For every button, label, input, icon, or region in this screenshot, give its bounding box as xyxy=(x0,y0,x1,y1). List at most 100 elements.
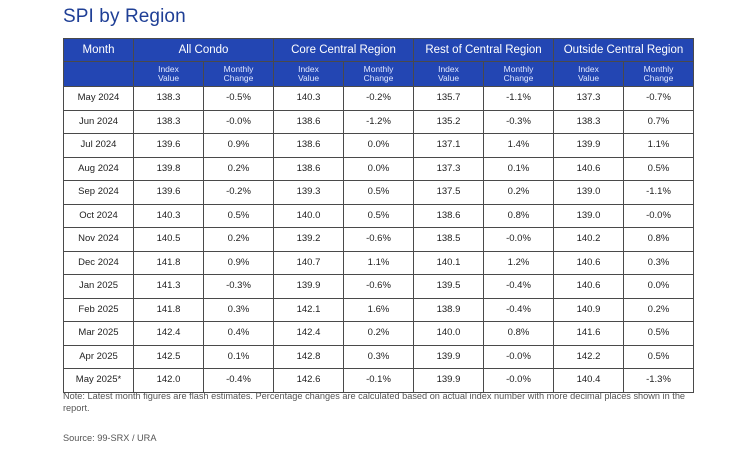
index-value-cell: 139.6 xyxy=(133,180,204,205)
monthly-change-cell: 0.2% xyxy=(343,321,414,346)
monthly-change-cell: 0.5% xyxy=(622,156,695,181)
index-value-cell: 140.3 xyxy=(273,86,344,111)
index-value-cell: 140.0 xyxy=(413,321,484,346)
subheader-index-value: Index Value xyxy=(273,61,344,87)
index-value-cell: 138.6 xyxy=(273,133,344,158)
index-value-cell: 139.3 xyxy=(273,180,344,205)
month-cell: May 2024 xyxy=(63,86,134,111)
index-value-cell: 137.3 xyxy=(413,156,484,181)
index-value-cell: 138.3 xyxy=(133,109,204,134)
monthly-change-cell: 0.8% xyxy=(622,227,695,252)
index-value-cell: 140.4 xyxy=(553,368,624,393)
monthly-change-cell: -0.3% xyxy=(483,109,554,134)
monthly-change-cell: -0.4% xyxy=(483,274,554,299)
month-header: Month xyxy=(63,38,134,62)
monthly-change-cell: 1.6% xyxy=(343,297,414,322)
index-value-cell: 142.8 xyxy=(273,344,344,369)
monthly-change-cell: -0.3% xyxy=(203,274,274,299)
month-cell: Dec 2024 xyxy=(63,250,134,275)
index-value-cell: 141.8 xyxy=(133,250,204,275)
monthly-change-cell: 0.0% xyxy=(343,133,414,158)
month-cell: Jan 2025 xyxy=(63,274,134,299)
subheader-monthly-change: Monthly Change xyxy=(203,61,274,87)
table-body: May 2024 138.3 -0.5% 140.3 -0.2% 135.7 -1.1% 13… xyxy=(63,86,695,393)
monthly-change-cell: 0.2% xyxy=(203,156,274,181)
monthly-change-cell: 0.7% xyxy=(622,109,695,134)
index-value-cell: 137.5 xyxy=(413,180,484,205)
group-header-all-condo: All Condo xyxy=(133,38,274,62)
subheader-index-value: Index Value xyxy=(413,61,484,87)
month-cell: Jul 2024 xyxy=(63,133,134,158)
index-value-cell: 137.3 xyxy=(553,86,624,111)
subheader-index-value: Index Value xyxy=(553,61,624,87)
index-value-cell: 139.9 xyxy=(553,133,624,158)
table-row: Apr 2025 142.5 0.1% 142.8 0.3% 139.9 -0.0% 142.… xyxy=(63,344,695,369)
monthly-change-cell: -0.4% xyxy=(483,297,554,322)
monthly-change-cell: 0.4% xyxy=(203,321,274,346)
index-value-cell: 140.5 xyxy=(133,227,204,252)
monthly-change-cell: 0.2% xyxy=(622,297,695,322)
index-value-cell: 137.1 xyxy=(413,133,484,158)
monthly-change-cell: 1.1% xyxy=(622,133,695,158)
monthly-change-cell: -0.0% xyxy=(203,109,274,134)
index-value-cell: 140.7 xyxy=(273,250,344,275)
index-value-cell: 138.3 xyxy=(133,86,204,111)
index-value-cell: 138.3 xyxy=(553,109,624,134)
table-row: Jun 2024 138.3 -0.0% 138.6 -1.2% 135.2 -0.3% 13… xyxy=(63,109,695,134)
table-row: Jan 2025 141.3 -0.3% 139.9 -0.6% 139.5 -0.4% 14… xyxy=(63,274,695,299)
month-cell: May 2025* xyxy=(63,368,134,393)
index-value-cell: 140.9 xyxy=(553,297,624,322)
table-row: Jul 2024 139.6 0.9% 138.6 0.0% 137.1 1.4% 139.9… xyxy=(63,133,695,158)
monthly-change-cell: -0.0% xyxy=(483,368,554,393)
table-row: Oct 2024 140.3 0.5% 140.0 0.5% 138.6 0.8% 139.0… xyxy=(63,203,695,228)
index-value-cell: 140.2 xyxy=(553,227,624,252)
monthly-change-cell: -0.4% xyxy=(203,368,274,393)
index-value-cell: 140.1 xyxy=(413,250,484,275)
table-row: Aug 2024 139.8 0.2% 138.6 0.0% 137.3 0.1% 140.6… xyxy=(63,156,695,181)
monthly-change-cell: 0.3% xyxy=(203,297,274,322)
footnote: Note: Latest month figures are flash est… xyxy=(63,391,686,413)
index-value-cell: 142.1 xyxy=(273,297,344,322)
monthly-change-cell: -0.6% xyxy=(343,274,414,299)
monthly-change-cell: -0.7% xyxy=(622,86,695,111)
subheader-blank xyxy=(63,61,134,87)
month-cell: Feb 2025 xyxy=(63,297,134,322)
index-value-cell: 142.0 xyxy=(133,368,204,393)
table-row: Sep 2024 139.6 -0.2% 139.3 0.5% 137.5 0.2% 139.… xyxy=(63,180,695,205)
group-header-rcr: Rest of Central Region xyxy=(413,38,554,62)
monthly-change-cell: -1.1% xyxy=(622,180,695,205)
monthly-change-cell: -0.5% xyxy=(203,86,274,111)
index-value-cell: 138.9 xyxy=(413,297,484,322)
index-value-cell: 139.2 xyxy=(273,227,344,252)
index-value-cell: 139.0 xyxy=(553,180,624,205)
month-cell: Mar 2025 xyxy=(63,321,134,346)
monthly-change-cell: -1.2% xyxy=(343,109,414,134)
index-value-cell: 141.6 xyxy=(553,321,624,346)
month-cell: Apr 2025 xyxy=(63,344,134,369)
table-row: Dec 2024 141.8 0.9% 140.7 1.1% 140.1 1.2% 140.6… xyxy=(63,250,695,275)
table-row: Nov 2024 140.5 0.2% 139.2 -0.6% 138.5 -0.0% 140… xyxy=(63,227,695,252)
monthly-change-cell: 0.9% xyxy=(203,250,274,275)
index-value-cell: 135.7 xyxy=(413,86,484,111)
index-value-cell: 142.2 xyxy=(553,344,624,369)
monthly-change-cell: 0.9% xyxy=(203,133,274,158)
monthly-change-cell: 1.4% xyxy=(483,133,554,158)
subheader-row: Index Value Monthly Change Index Value Mont… xyxy=(63,61,695,87)
month-cell: Oct 2024 xyxy=(63,203,134,228)
index-value-cell: 139.0 xyxy=(553,203,624,228)
monthly-change-cell: -0.0% xyxy=(622,203,695,228)
table-row: May 2024 138.3 -0.5% 140.3 -0.2% 135.7 -1.1% 13… xyxy=(63,86,695,111)
subheader-monthly-change: Monthly Change xyxy=(343,61,414,87)
monthly-change-cell: -0.0% xyxy=(483,227,554,252)
monthly-change-cell: 0.0% xyxy=(622,274,695,299)
index-value-cell: 138.5 xyxy=(413,227,484,252)
index-value-cell: 138.6 xyxy=(413,203,484,228)
monthly-change-cell: 0.5% xyxy=(622,321,695,346)
index-value-cell: 140.6 xyxy=(553,250,624,275)
monthly-change-cell: 0.1% xyxy=(483,156,554,181)
monthly-change-cell: -1.1% xyxy=(483,86,554,111)
header-row: Month All Condo Core Central Region Rest… xyxy=(63,38,695,62)
monthly-change-cell: 0.1% xyxy=(203,344,274,369)
monthly-change-cell: -0.2% xyxy=(343,86,414,111)
index-value-cell: 140.6 xyxy=(553,274,624,299)
